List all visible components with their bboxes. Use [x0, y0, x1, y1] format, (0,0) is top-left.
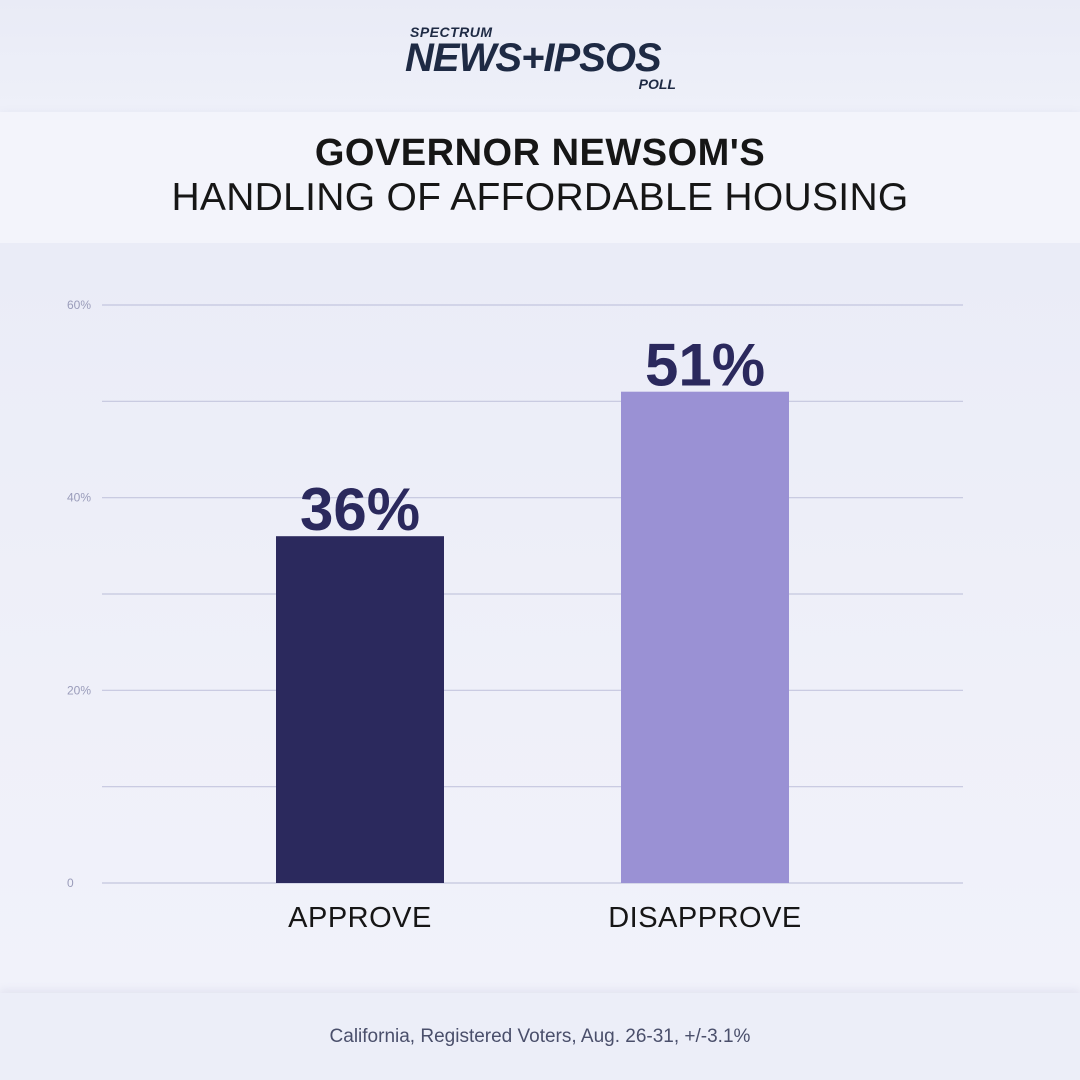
logo-spectrum-text: SPECTRUM	[410, 24, 493, 40]
logo-main-text: NEWS+IPSOS	[405, 36, 662, 80]
logo-poll-text: POLL	[638, 76, 676, 92]
data-label: 36%	[300, 476, 420, 543]
data-label: 51%	[645, 332, 765, 399]
x-tick-label: DISAPPROVE	[608, 902, 802, 934]
y-tick-label: 40%	[67, 491, 91, 505]
y-tick-label: 20%	[67, 683, 91, 697]
logo: SPECTRUM NEWS+IPSOS POLL	[405, 24, 680, 94]
title-band	[0, 112, 1080, 243]
bar-approve	[276, 536, 444, 883]
y-tick-label: 0	[67, 876, 74, 890]
footer-band	[0, 993, 1080, 1080]
bar-disapprove	[621, 391, 789, 883]
x-tick-label: APPROVE	[288, 902, 432, 934]
footer-note: California, Registered Voters, Aug. 26-3…	[329, 1026, 751, 1047]
y-tick-label: 60%	[67, 298, 91, 312]
logo-band: SPECTRUM NEWS+IPSOS POLL	[0, 0, 1080, 112]
chart-background	[0, 243, 1080, 993]
chart-title: GOVERNOR NEWSOM'S	[314, 132, 766, 174]
chart-subtitle: HANDLING OF AFFORDABLE HOUSING	[171, 176, 909, 219]
